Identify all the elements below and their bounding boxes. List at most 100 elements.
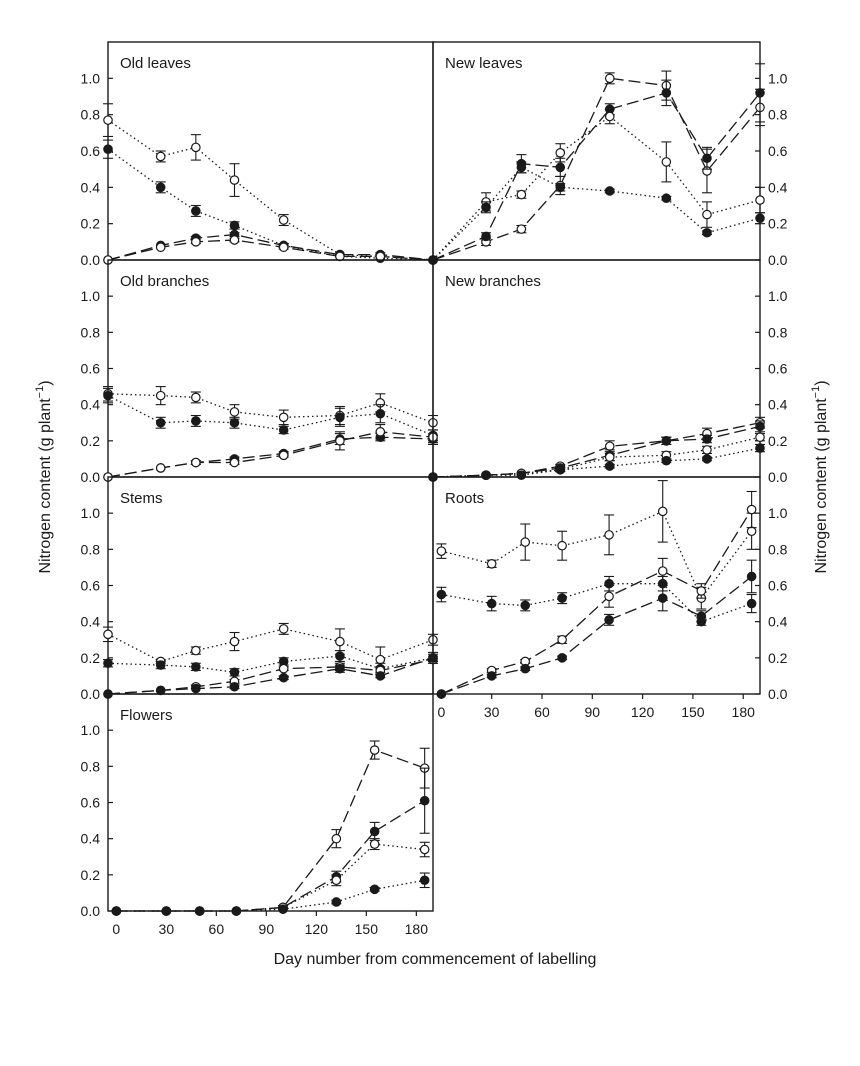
y-tick-label: 0.8 <box>81 107 101 123</box>
data-point <box>661 436 672 446</box>
data-point <box>191 392 201 403</box>
series-3 <box>436 559 757 699</box>
panel-roots: Roots 0.0 0.2 0.4 0.6 0.8 1.0 0 30 60 90 120 150 180 <box>432 476 788 720</box>
panel-frame <box>107 693 434 912</box>
data-point <box>604 591 614 602</box>
data-point <box>229 636 240 647</box>
data-point <box>604 441 615 452</box>
y-tick-label: 0.6 <box>81 361 101 377</box>
series-line <box>116 800 426 912</box>
y-tick-label: 0.4 <box>768 614 788 630</box>
y-tick-label: 0.0 <box>768 469 788 485</box>
data-point <box>604 530 614 540</box>
data-point <box>661 157 672 167</box>
panel-stems: Stems 0.0 0.2 0.4 0.6 0.8 1.0 <box>81 476 438 702</box>
data-point <box>111 906 122 916</box>
y-tick-label: 0.6 <box>768 578 788 594</box>
x-tick-label: 30 <box>159 921 175 937</box>
data-point <box>436 546 447 556</box>
y-tick-label: 1.0 <box>81 505 101 521</box>
y-tick-label: 0.8 <box>768 107 788 123</box>
series-0 <box>103 103 438 265</box>
y-axis-label-right: Nitrogen content (g plant−1) <box>810 380 830 573</box>
series-1 <box>428 63 765 265</box>
data-point <box>375 408 386 419</box>
x-tick-label: 30 <box>484 704 500 720</box>
data-point <box>657 593 668 603</box>
data-point <box>335 412 345 423</box>
data-point <box>604 452 615 462</box>
y-tick-label: 0.2 <box>81 216 101 232</box>
y-tick-label: 0.8 <box>81 758 101 774</box>
data-point <box>661 193 672 204</box>
panel-title: Roots <box>445 490 484 507</box>
data-point <box>369 884 380 895</box>
data-point <box>155 463 166 473</box>
data-point <box>331 875 342 886</box>
panel-title: New leaves <box>445 55 523 72</box>
series-1 <box>428 420 765 482</box>
series-line <box>107 233 434 261</box>
series-line <box>116 879 425 912</box>
series-line <box>107 657 434 695</box>
y-tick-label: 0.6 <box>81 795 101 811</box>
y-tick-label: 0.4 <box>768 397 788 413</box>
y-tick-label: 0.2 <box>81 867 101 883</box>
data-point <box>436 689 447 699</box>
y-tick-label: 0.2 <box>81 650 101 666</box>
y-axis-label-left: Nitrogen content (g plant−1) <box>34 380 54 573</box>
panel-frame <box>432 259 761 478</box>
data-point <box>103 390 113 401</box>
panels: Old leaves 0.0 0.2 0.4 0.6 0.8 1.0 New leaves 0.… <box>81 41 788 937</box>
data-point <box>661 455 672 466</box>
y-tick-label: 0.4 <box>81 397 101 413</box>
series-line <box>432 77 761 261</box>
data-point <box>486 558 497 569</box>
data-point <box>191 142 201 153</box>
data-point <box>191 645 201 656</box>
data-point <box>103 115 113 125</box>
y-tick-label: 0.0 <box>768 252 788 268</box>
data-point <box>516 224 527 234</box>
data-point <box>278 904 288 914</box>
series-2 <box>436 490 757 699</box>
data-point <box>278 450 289 461</box>
panel-frame <box>107 259 434 478</box>
x-tick-label: 180 <box>732 704 756 720</box>
data-point <box>557 593 567 603</box>
x-tick-label: 150 <box>681 704 705 720</box>
x-tick-label: 120 <box>305 921 329 937</box>
data-point <box>604 111 615 122</box>
y-tick-label: 1.0 <box>768 505 788 521</box>
series-line <box>441 583 752 623</box>
series-1 <box>103 387 438 442</box>
panel-old-branches: Old branches 0.0 0.2 0.4 0.6 0.8 1.0 <box>81 259 438 485</box>
data-point <box>657 566 668 576</box>
data-point <box>604 615 614 625</box>
series-line <box>432 447 761 478</box>
data-point <box>331 833 342 844</box>
panel-title: New branches <box>445 273 541 290</box>
y-tick-label: 1.0 <box>81 70 101 86</box>
series-line <box>107 395 434 437</box>
data-point <box>702 227 712 238</box>
y-tick-label: 0.0 <box>768 686 788 702</box>
series-3 <box>103 424 438 482</box>
y-tick-label: 0.6 <box>768 143 788 159</box>
series-line <box>441 510 753 600</box>
data-point <box>191 206 201 216</box>
data-point <box>557 634 567 645</box>
series-0 <box>428 70 765 265</box>
y-tick-label: 0.6 <box>768 361 788 377</box>
x-tick-label: 120 <box>631 704 655 720</box>
y-tick-label: 1.0 <box>81 288 101 304</box>
data-point <box>103 629 113 640</box>
data-point <box>375 654 386 665</box>
data-point <box>702 454 712 464</box>
panel-title: Stems <box>120 490 163 507</box>
data-point <box>755 421 765 432</box>
data-point <box>155 151 166 162</box>
y-tick-label: 0.8 <box>81 541 101 557</box>
data-point <box>375 426 386 437</box>
